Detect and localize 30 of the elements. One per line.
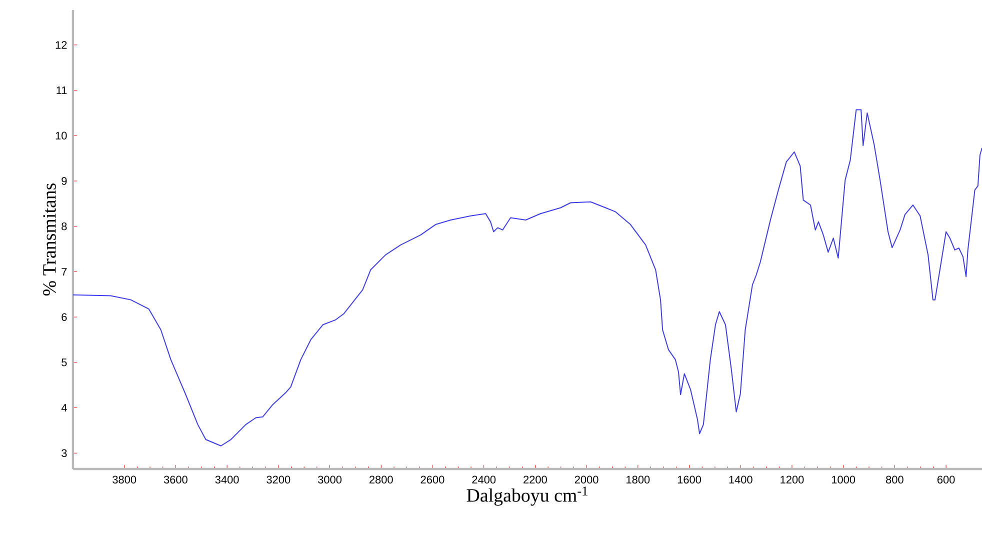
- y-tick-label: 5: [62, 358, 67, 366]
- x-axis-title: Dalgaboyu cm$^{-1}$: [466, 486, 588, 506]
- y-tick-label: 8: [62, 222, 67, 230]
- y-axis-title: % Transmitans: [43, 183, 56, 296]
- y-tick-label: 4: [61, 404, 67, 412]
- x-tick-label: 2200: [524, 476, 547, 484]
- y-tick-label: 3: [62, 449, 67, 458]
- x-tick-label: 1800: [626, 476, 650, 484]
- x-tick-label: 3400: [215, 476, 239, 484]
- line-series: [72, 109, 982, 446]
- y-tick-label: 9: [62, 177, 67, 185]
- y-tick-label: 6: [62, 313, 67, 321]
- x-tick-label: 3000: [318, 476, 342, 484]
- x-tick-label: 3600: [164, 476, 188, 484]
- x-tick-label: 1200: [780, 476, 804, 484]
- x-tick-label: 2800: [369, 476, 393, 484]
- x-tick-label: 1400: [729, 476, 752, 484]
- x-tick-label: 3200: [266, 476, 290, 484]
- x-tick-label: 2600: [420, 476, 444, 484]
- y-tick-label: 10: [56, 132, 67, 140]
- y-tick-label: 7: [62, 268, 67, 276]
- x-tick-label: 1600: [678, 476, 702, 484]
- x-tick-label: 2400: [472, 476, 496, 484]
- x-tick-label: 600: [937, 476, 955, 484]
- x-tick-label: 1000: [832, 476, 856, 484]
- y-tick-label: 12: [56, 41, 67, 49]
- y-tick-label: 11: [56, 86, 67, 94]
- x-tick-label: 3800: [112, 476, 136, 484]
- x-tick-label: 2000: [574, 476, 598, 484]
- x-tick-label: 800: [886, 476, 904, 484]
